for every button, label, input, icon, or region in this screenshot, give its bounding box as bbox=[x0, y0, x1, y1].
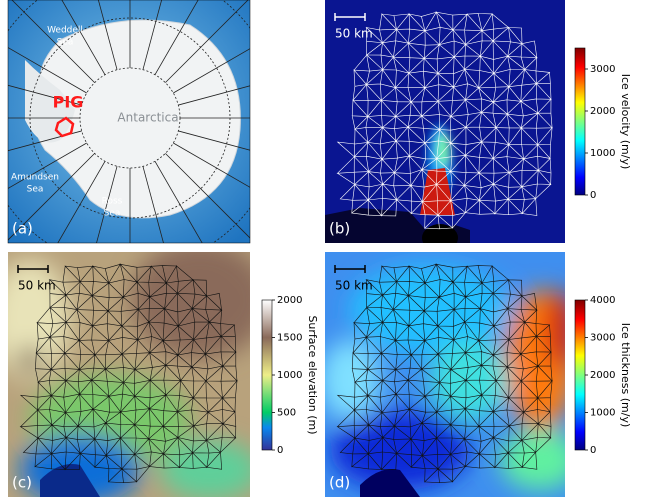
colorbar-tick-label: 2000 bbox=[277, 295, 302, 306]
meridian bbox=[8, 84, 82, 106]
colorbar-tick-label: 0 bbox=[590, 190, 596, 201]
meridian bbox=[178, 85, 250, 106]
meridian bbox=[173, 48, 250, 94]
colorbar-tick-label: 4000 bbox=[590, 295, 615, 306]
colorbar-label: Ice velocity (m/y) bbox=[619, 74, 632, 170]
colorbar-tick-label: 0 bbox=[277, 445, 283, 456]
meridian bbox=[154, 161, 203, 243]
mesh bbox=[336, 263, 553, 484]
meridian bbox=[173, 142, 250, 188]
colorbar bbox=[574, 47, 586, 196]
meridian bbox=[142, 166, 164, 243]
mesh-edges bbox=[336, 11, 553, 230]
colorbar-tick-label: 500 bbox=[277, 408, 296, 419]
meridian bbox=[154, 0, 199, 75]
mesh-edges bbox=[19, 263, 238, 484]
meridian bbox=[8, 153, 95, 241]
scale-bar bbox=[334, 265, 366, 273]
mesh bbox=[336, 11, 553, 230]
frame bbox=[7, 0, 251, 244]
meridian bbox=[8, 47, 87, 94]
panel-label: (d) bbox=[329, 474, 350, 492]
mesh bbox=[19, 263, 238, 484]
colorbar-tick-label: 3000 bbox=[590, 333, 615, 344]
colorbar bbox=[574, 299, 586, 451]
colorbar-tick-label: 1000 bbox=[277, 370, 302, 381]
meridian bbox=[61, 0, 106, 75]
meridian bbox=[8, 142, 87, 189]
meridian bbox=[11, 0, 95, 83]
meridian bbox=[165, 153, 250, 239]
meridian bbox=[97, 0, 118, 70]
colorbar-tick-label: 0 bbox=[590, 445, 596, 456]
colorbar-tick-label: 2000 bbox=[590, 106, 615, 117]
scale-bar bbox=[334, 13, 366, 21]
map-label: Sea bbox=[27, 185, 44, 195]
colorbar-tick-label: 1000 bbox=[590, 408, 615, 419]
panel-label: (c) bbox=[12, 474, 32, 492]
meridian bbox=[165, 0, 249, 83]
colorbar-label: Surface elevation (m) bbox=[306, 315, 319, 434]
scale-bar-label: 50 km bbox=[18, 279, 56, 293]
map-label: Sea bbox=[57, 38, 74, 48]
map-label: Antarctica bbox=[117, 111, 178, 125]
meridian bbox=[8, 130, 82, 152]
colorbar-label: Ice thickness (m/y) bbox=[619, 323, 632, 428]
colorbar-tick-label: 3000 bbox=[590, 64, 615, 75]
map-label: Sea bbox=[104, 209, 121, 219]
meridian bbox=[96, 166, 118, 243]
map-panel bbox=[8, 0, 250, 243]
meridian bbox=[178, 130, 250, 151]
map-label: Amundsen bbox=[11, 173, 59, 183]
map-label: Ross bbox=[102, 197, 123, 207]
panel-label: (b) bbox=[329, 220, 350, 238]
colorbar bbox=[261, 299, 273, 451]
meridian bbox=[142, 0, 163, 70]
colorbar-tick-label: 2000 bbox=[590, 370, 615, 381]
scale-bar-label: 50 km bbox=[335, 27, 373, 41]
colorbar-tick-label: 1000 bbox=[590, 148, 615, 159]
scale-bar-label: 50 km bbox=[335, 279, 373, 293]
panel-label: (a) bbox=[12, 220, 33, 238]
meridian bbox=[57, 161, 106, 243]
colorbar-tick-label: 1500 bbox=[277, 333, 302, 344]
pig-label: PIG bbox=[53, 93, 84, 112]
scale-bar bbox=[17, 265, 49, 273]
mesh-edges bbox=[336, 263, 553, 484]
map-label: Weddell bbox=[47, 26, 83, 36]
